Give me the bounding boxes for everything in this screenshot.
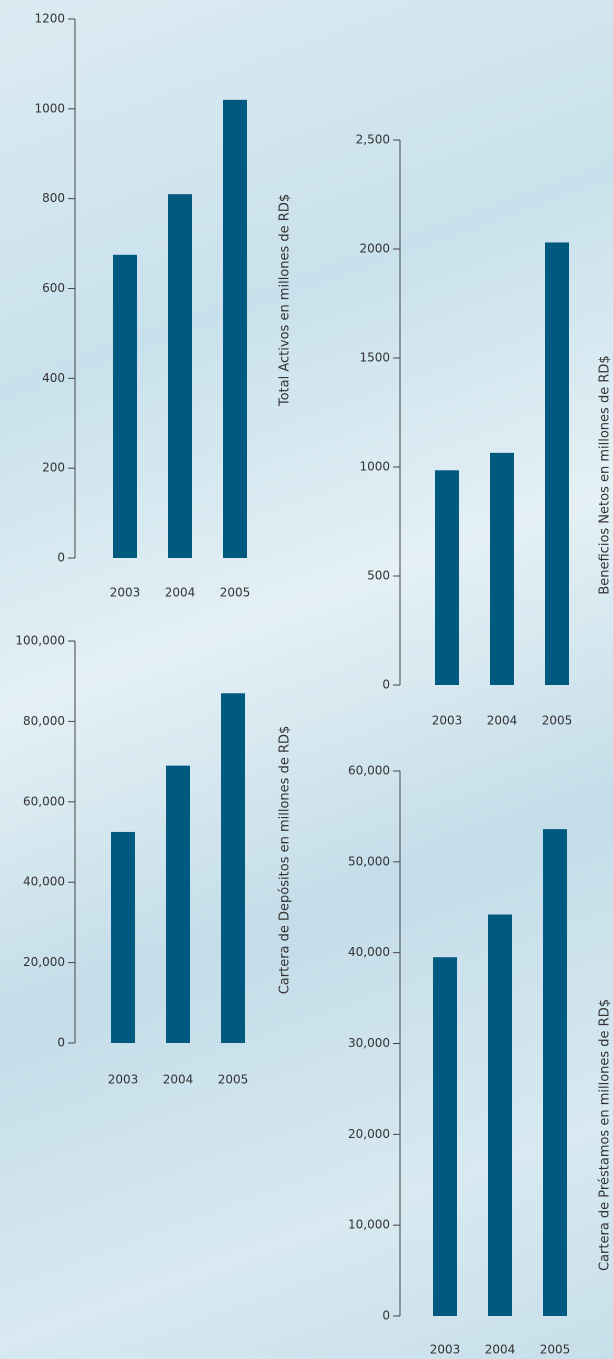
bar [111,831,135,1043]
y-tick-label: 2,500 [356,133,390,147]
x-tick-label: 2003 [430,1343,461,1357]
y-tick-label: 60,000 [23,794,65,808]
bar [168,194,192,559]
y-axis-label: Cartera de Depósitos en millones de RD$ [278,726,293,995]
y-tick-label: 30,000 [348,1036,390,1050]
x-tick-label: 2003 [110,586,141,600]
x-tick-label: 2005 [542,714,573,728]
bar [435,470,459,685]
y-tick-label: 0 [57,1036,65,1050]
y-tick-label: 2000 [359,242,390,256]
x-tick-label: 2004 [485,1343,516,1357]
bar [488,914,512,1316]
bar [223,99,247,558]
bar [490,452,514,685]
y-tick-label: 0 [382,678,390,692]
x-tick-label: 2005 [540,1343,571,1357]
x-tick-label: 2005 [220,586,251,600]
y-axis-label: Beneficios Netos en millones de RD$ [598,355,613,594]
y-tick-label: 50,000 [348,854,390,868]
y-tick-label: 100,000 [15,634,65,648]
x-tick-label: 2004 [165,586,196,600]
y-tick-label: 40,000 [348,945,390,959]
x-tick-label: 2004 [487,714,518,728]
x-tick-label: 2004 [163,1073,194,1087]
y-tick-label: 800 [42,191,65,205]
y-tick-label: 20,000 [348,1127,390,1141]
y-axis-label: Total Activos en millones de RD$ [278,194,293,407]
bar [166,765,190,1043]
y-tick-label: 0 [57,551,65,565]
y-tick-label: 40,000 [23,875,65,889]
bar [545,242,569,685]
bar [113,254,137,558]
x-tick-label: 2005 [218,1073,249,1087]
y-tick-label: 400 [42,371,65,385]
y-tick-label: 20,000 [23,955,65,969]
y-tick-label: 1000 [34,101,65,115]
y-tick-label: 600 [42,281,65,295]
bar [433,957,457,1316]
y-tick-label: 500 [367,569,390,583]
y-tick-label: 0 [382,1309,390,1323]
y-tick-label: 80,000 [23,714,65,728]
y-tick-label: 1000 [359,460,390,474]
bar [221,693,245,1043]
y-tick-label: 60,000 [348,764,390,778]
x-tick-label: 2003 [432,714,463,728]
y-tick-label: 10,000 [348,1218,390,1232]
y-axis-label: Cartera de Préstamos en millones de RD$ [598,999,613,1271]
bar [543,829,567,1316]
y-tick-label: 1500 [359,351,390,365]
x-tick-label: 2003 [108,1073,139,1087]
y-tick-label: 1200 [34,12,65,26]
y-tick-label: 200 [42,461,65,475]
